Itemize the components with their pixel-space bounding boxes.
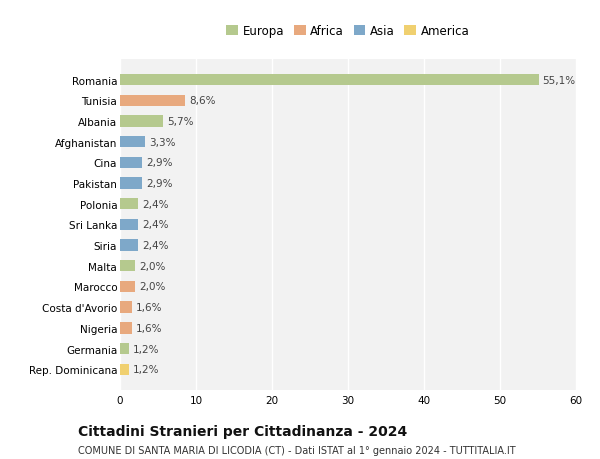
Text: 3,3%: 3,3% [149, 137, 175, 147]
Text: 55,1%: 55,1% [542, 75, 575, 85]
Bar [120, 116, 163, 127]
Text: 2,4%: 2,4% [142, 199, 169, 209]
Text: 1,2%: 1,2% [133, 344, 160, 354]
Text: 1,2%: 1,2% [133, 364, 160, 375]
Text: 2,0%: 2,0% [139, 282, 166, 292]
Bar [120, 178, 142, 189]
Text: 8,6%: 8,6% [189, 96, 215, 106]
Legend: Europa, Africa, Asia, America: Europa, Africa, Asia, America [224, 22, 472, 40]
Text: COMUNE DI SANTA MARIA DI LICODIA (CT) - Dati ISTAT al 1° gennaio 2024 - TUTTITAL: COMUNE DI SANTA MARIA DI LICODIA (CT) - … [78, 445, 515, 455]
Bar [120, 199, 138, 210]
Bar [120, 281, 135, 292]
Bar [120, 157, 142, 168]
Bar [120, 323, 132, 334]
Text: 5,7%: 5,7% [167, 117, 194, 127]
Bar [120, 364, 129, 375]
Bar [120, 137, 145, 148]
Text: 1,6%: 1,6% [136, 302, 163, 313]
Text: Cittadini Stranieri per Cittadinanza - 2024: Cittadini Stranieri per Cittadinanza - 2… [78, 425, 407, 438]
Bar [120, 240, 138, 251]
Bar [120, 343, 129, 354]
Bar [120, 75, 539, 86]
Text: 1,6%: 1,6% [136, 323, 163, 333]
Bar [120, 302, 132, 313]
Bar [120, 261, 135, 272]
Text: 2,9%: 2,9% [146, 179, 172, 189]
Text: 2,4%: 2,4% [142, 220, 169, 230]
Bar [120, 219, 138, 230]
Text: 2,0%: 2,0% [139, 261, 166, 271]
Bar [120, 95, 185, 106]
Text: 2,9%: 2,9% [146, 158, 172, 168]
Text: 2,4%: 2,4% [142, 241, 169, 251]
